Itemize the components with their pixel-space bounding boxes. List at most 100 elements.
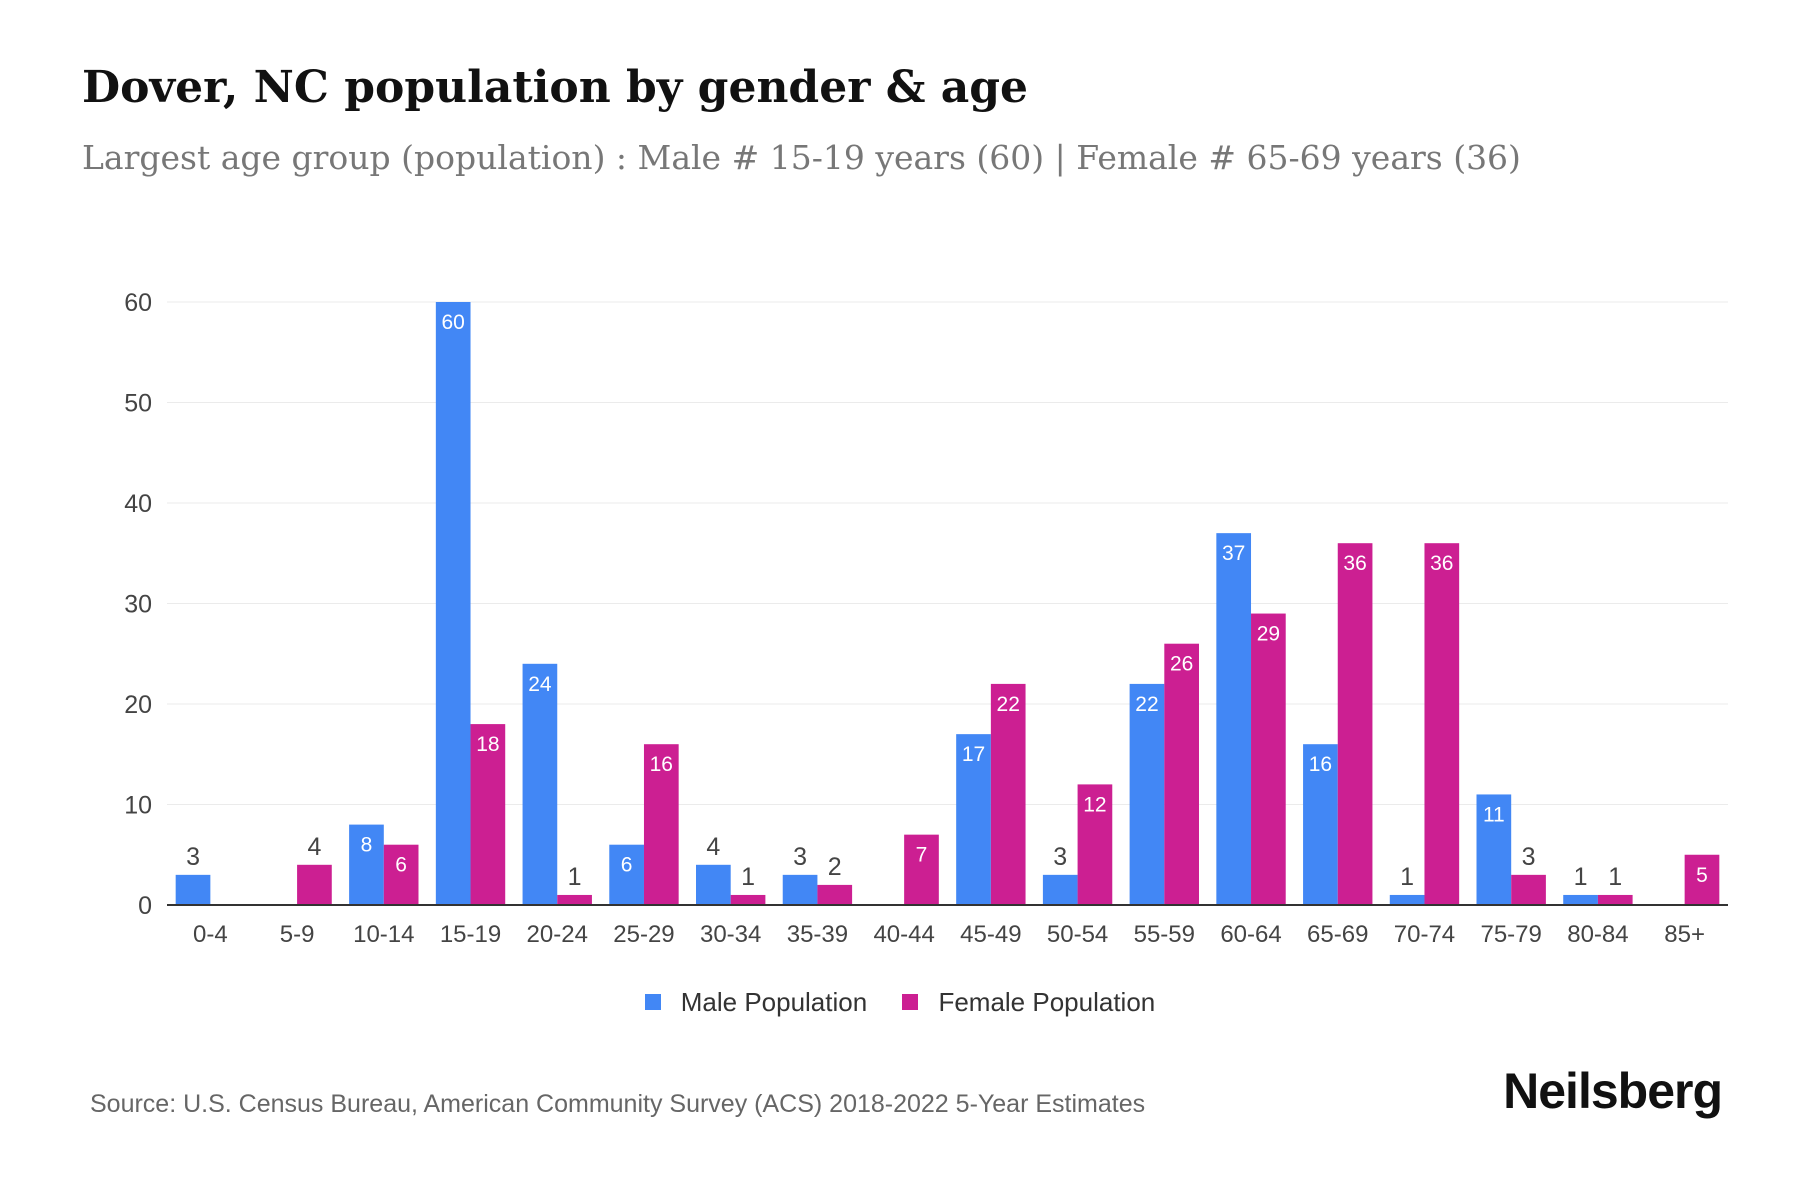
legend-item-female: Female Population <box>902 987 1155 1018</box>
bar-female <box>383 844 419 905</box>
x-tick-label: 75-79 <box>1480 921 1541 948</box>
data-label: 5 <box>1696 864 1708 887</box>
legend-swatch-female <box>902 994 919 1010</box>
bar-female <box>904 834 939 905</box>
data-label: 8 <box>361 834 373 857</box>
bar-male <box>175 874 211 905</box>
bar-male <box>522 663 558 905</box>
x-tick-label: 30-34 <box>700 921 761 948</box>
data-label: 4 <box>706 833 720 861</box>
x-tick-label: 70-74 <box>1394 921 1455 948</box>
data-label: 17 <box>962 743 985 766</box>
data-label: 1 <box>741 863 755 891</box>
data-label: 3 <box>1522 843 1536 871</box>
data-label: 37 <box>1222 542 1245 565</box>
bar-male <box>1476 794 1512 905</box>
bar-male <box>1042 874 1078 905</box>
y-tick-label: 0 <box>138 892 152 920</box>
data-label: 1 <box>1574 863 1588 891</box>
y-tick-label: 20 <box>124 691 152 719</box>
data-label: 1 <box>1400 863 1414 891</box>
data-label: 2 <box>828 853 842 881</box>
data-label: 12 <box>1083 793 1106 816</box>
bar-male <box>609 844 644 905</box>
bar-male <box>1303 744 1338 905</box>
data-label: 60 <box>442 311 465 334</box>
x-tick-label: 45-49 <box>960 921 1021 948</box>
data-label: 11 <box>1483 803 1505 826</box>
data-label: 7 <box>916 844 928 867</box>
bar-female <box>643 744 679 905</box>
data-label: 29 <box>1257 623 1280 646</box>
data-label: 18 <box>476 733 499 756</box>
bar-chart: 01020304050600-435-9410-148615-19601820-… <box>124 289 1728 948</box>
bar-female <box>1164 643 1199 905</box>
y-tick-label: 10 <box>124 792 152 820</box>
data-label: 26 <box>1170 653 1193 676</box>
x-tick-label: 50-54 <box>1047 921 1108 948</box>
data-label: 3 <box>186 843 200 871</box>
bar-female <box>557 894 592 905</box>
data-label: 6 <box>395 854 407 877</box>
x-tick-label: 60-64 <box>1220 921 1281 948</box>
data-label: 24 <box>528 673 552 696</box>
bar-female <box>1511 874 1546 905</box>
bar-male <box>435 302 471 905</box>
y-tick-label: 50 <box>124 390 152 418</box>
bar-female <box>1337 543 1373 905</box>
data-label: 3 <box>1053 843 1067 871</box>
x-tick-label: 20-24 <box>527 921 588 948</box>
data-label: 36 <box>1343 552 1366 575</box>
legend-label-male: Male Population <box>680 986 868 1017</box>
source-note: Source: U.S. Census Bureau, American Com… <box>90 1090 1146 1118</box>
bar-male <box>349 824 384 905</box>
x-tick-label: 40-44 <box>873 921 934 948</box>
x-tick-label: 5-9 <box>280 921 315 948</box>
bar-male <box>1129 683 1165 905</box>
bar-female <box>1251 613 1286 905</box>
y-tick-label: 30 <box>124 591 152 619</box>
data-label: 22 <box>1135 693 1158 716</box>
bar-male <box>696 864 731 905</box>
bar-female <box>1424 543 1460 905</box>
legend-swatch-male <box>644 994 661 1010</box>
bar-male <box>1216 533 1252 905</box>
x-tick-label: 80-84 <box>1567 921 1628 948</box>
bar-female <box>990 683 1026 905</box>
bar-female <box>297 864 332 905</box>
chart-subtitle: Largest age group (population) : Male # … <box>82 138 1521 177</box>
bar-female <box>817 884 853 905</box>
data-label: 4 <box>307 833 321 861</box>
x-tick-label: 65-69 <box>1307 921 1368 948</box>
data-label: 3 <box>793 843 807 871</box>
bar-female <box>470 724 506 905</box>
x-tick-label: 55-59 <box>1134 921 1195 948</box>
y-tick-label: 40 <box>124 490 152 518</box>
x-tick-label: 0-4 <box>193 921 228 948</box>
data-label: 22 <box>997 693 1020 716</box>
data-label: 16 <box>650 753 673 776</box>
bar-male <box>956 734 991 905</box>
data-label: 1 <box>568 863 582 891</box>
x-tick-label: 15-19 <box>440 921 501 948</box>
x-tick-label: 35-39 <box>787 921 848 948</box>
legend: Male Population Female Population <box>0 986 1800 1018</box>
x-tick-label: 10-14 <box>353 921 414 948</box>
bar-male <box>1563 894 1598 905</box>
data-label: 36 <box>1430 552 1453 575</box>
chart-title: Dover, NC population by gender & age <box>82 62 1028 113</box>
bar-female <box>1597 894 1633 905</box>
x-tick-label: 25-29 <box>613 921 674 948</box>
bar-male <box>782 874 818 905</box>
legend-item-male: Male Population <box>644 986 868 1018</box>
bar-female <box>1684 854 1720 905</box>
data-label: 1 <box>1608 863 1622 891</box>
bar-female <box>730 894 766 905</box>
neilsberg-logo: Neilsberg <box>1503 1063 1723 1119</box>
legend-label-female: Female Population <box>938 986 1156 1017</box>
bar-male <box>1389 894 1425 905</box>
bar-female <box>1077 784 1113 905</box>
data-label: 16 <box>1309 753 1332 776</box>
y-tick-label: 60 <box>124 289 152 317</box>
data-label: 6 <box>621 854 633 877</box>
